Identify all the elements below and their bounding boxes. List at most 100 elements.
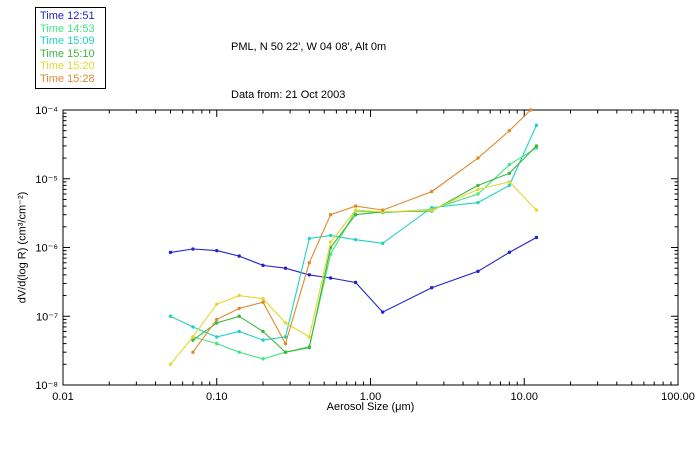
series-marker — [476, 269, 480, 274]
series-marker — [507, 183, 512, 188]
series-marker — [237, 306, 241, 311]
x-tick-label: 1.00 — [360, 391, 381, 403]
series-line — [192, 109, 531, 353]
x-axis-label: Aerosol Size (μm) — [326, 401, 415, 413]
series-marker — [328, 240, 333, 244]
series-marker — [307, 236, 312, 241]
series-marker — [191, 325, 195, 329]
title-block: PML, N 50 22', W 04 08', Alt 0m Data fro… — [231, 7, 386, 135]
series-marker — [476, 183, 480, 188]
series-marker — [328, 276, 333, 280]
series-marker — [476, 200, 480, 205]
series-marker — [380, 241, 385, 246]
series-marker — [307, 261, 312, 265]
series-marker — [476, 187, 480, 192]
series-marker — [261, 263, 265, 268]
series-marker — [237, 350, 241, 354]
series-marker — [429, 205, 434, 210]
series-marker — [191, 338, 195, 342]
y-tick-label: 10⁻⁸ — [35, 380, 58, 392]
series-marker — [476, 156, 480, 160]
series-marker — [283, 321, 288, 325]
series-marker — [328, 233, 333, 238]
series-marker — [507, 128, 512, 133]
series-marker — [429, 189, 434, 194]
series-marker — [429, 208, 434, 212]
axis-frame — [62, 109, 679, 386]
series-marker — [283, 335, 288, 339]
series-marker — [261, 297, 265, 301]
legend-item: Time 15:28 — [40, 72, 95, 85]
series-marker — [534, 208, 539, 212]
series-marker — [261, 329, 265, 334]
series-marker — [215, 341, 219, 346]
y-tick-label: 10⁻⁴ — [35, 105, 58, 117]
series-marker — [429, 286, 434, 290]
series-marker — [507, 171, 512, 176]
series-marker — [215, 302, 219, 306]
legend-item: Time 14:53 — [40, 22, 95, 35]
series-marker — [534, 235, 539, 240]
legend-box: Time 12:51 Time 14:53 Time 15:09 Time 15:10… — [35, 7, 106, 89]
series-marker — [283, 350, 288, 354]
series-marker — [168, 362, 173, 367]
series-marker — [191, 350, 195, 354]
x-tick-label: 0.01 — [52, 391, 73, 403]
y-tick-label: 10⁻⁵ — [35, 174, 58, 186]
series-marker — [307, 345, 312, 350]
x-tick-label: 10.00 — [510, 391, 538, 403]
x-tick-label: 100.00 — [661, 391, 695, 403]
series-marker — [534, 123, 539, 127]
legend-item: Time 15:09 — [40, 35, 95, 47]
series-marker — [353, 237, 358, 242]
legend-item: Time 15:10 — [40, 47, 95, 60]
series-marker — [328, 212, 333, 217]
series-marker — [507, 180, 512, 184]
legend-item: Time 12:51 — [40, 10, 95, 22]
series-line — [170, 237, 537, 313]
series-marker — [283, 341, 288, 346]
series-marker — [353, 212, 358, 217]
series-marker — [215, 248, 219, 253]
series-marker — [237, 293, 241, 298]
series-marker — [307, 335, 312, 339]
series-marker — [476, 192, 480, 196]
series-marker — [507, 250, 512, 255]
series-marker — [534, 144, 539, 148]
series-marker — [261, 357, 265, 361]
series-marker — [215, 317, 219, 322]
series-marker — [528, 108, 533, 112]
plot-title: PML, N 50 22', W 04 08', Alt 0m — [231, 41, 387, 53]
series-marker — [237, 314, 241, 318]
legend-item: Time 15:20 — [40, 60, 95, 72]
series-marker — [380, 208, 385, 212]
series-marker — [353, 204, 358, 208]
series-marker — [215, 321, 219, 325]
y-tick-label: 10⁻⁶ — [35, 243, 58, 255]
series-line — [192, 147, 537, 360]
series-line — [170, 181, 537, 365]
series-marker — [380, 310, 385, 314]
series-marker — [353, 208, 358, 212]
series-marker — [307, 273, 312, 277]
series-marker — [168, 314, 173, 318]
x-tick-label: 0.10 — [206, 391, 227, 403]
plot-subtitle: Data from: 21 Oct 2003 — [231, 89, 346, 101]
series-line — [170, 125, 537, 341]
series-line — [192, 145, 537, 353]
series-marker — [237, 254, 241, 258]
series-marker — [168, 250, 173, 255]
series-marker — [261, 300, 265, 304]
series-marker — [353, 280, 358, 285]
series-marker — [261, 338, 265, 342]
series-marker — [191, 335, 195, 339]
y-axis-label: dV/d(log R) (cm³/cm⁻²) — [16, 191, 29, 304]
series-marker — [191, 247, 195, 251]
y-tick-label: 10⁻⁷ — [36, 311, 58, 323]
series-marker — [237, 329, 241, 334]
series-marker — [283, 266, 288, 270]
series-marker — [507, 163, 512, 167]
series-marker — [215, 335, 219, 339]
